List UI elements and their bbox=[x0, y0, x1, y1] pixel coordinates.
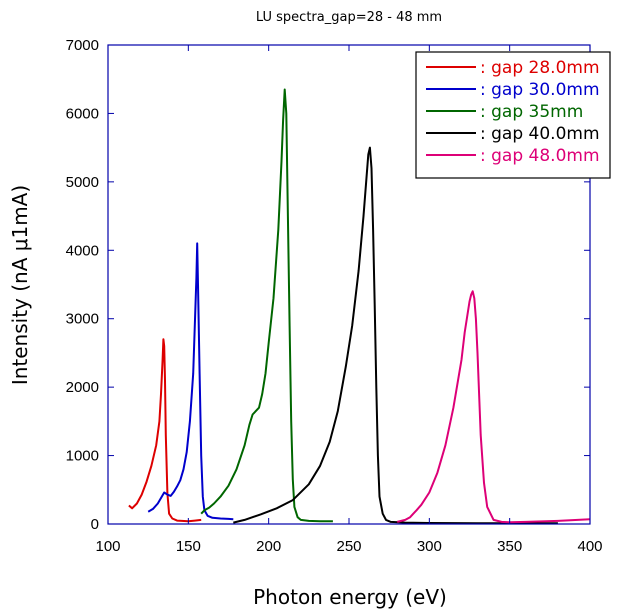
series-line-3 bbox=[233, 146, 558, 525]
plot-lines bbox=[128, 88, 591, 525]
x-axis-label: Photon energy (eV) bbox=[253, 585, 447, 609]
series-line-4 bbox=[396, 290, 591, 524]
y-tick-label: 4000 bbox=[66, 242, 99, 259]
y-tick-label: 5000 bbox=[66, 174, 99, 191]
legend-label: : gap 48.0mm bbox=[480, 146, 600, 166]
x-tick-label: 300 bbox=[417, 538, 442, 555]
x-tick-label: 250 bbox=[336, 538, 361, 555]
y-tick-label: 1000 bbox=[66, 448, 99, 465]
legend-label: : gap 35mm bbox=[480, 102, 583, 122]
series-line-0 bbox=[128, 338, 202, 523]
y-tick-label: 2000 bbox=[66, 379, 99, 396]
legend-box bbox=[415, 51, 611, 179]
x-tick-label: 150 bbox=[176, 538, 201, 555]
legend: : gap 28.0mm: gap 30.0mm: gap 35mm: gap … bbox=[415, 51, 611, 179]
x-tick-label: 350 bbox=[497, 538, 522, 555]
x-axis-ticks: 100 150 200 250 300 350 400 bbox=[95, 45, 603, 555]
x-tick-label: 400 bbox=[577, 538, 602, 555]
series-line-2 bbox=[200, 88, 333, 523]
legend-label: : gap 28.0mm bbox=[480, 58, 600, 78]
y-tick-label: 3000 bbox=[66, 311, 99, 328]
y-tick-label: 7000 bbox=[66, 37, 99, 54]
y-axis-ticks: 0 1000 2000 3000 4000 5000 6000 7000 bbox=[66, 37, 590, 533]
x-tick-label: 100 bbox=[95, 538, 120, 555]
y-axis-label: Intensity (nA μ1mA) bbox=[8, 185, 32, 385]
series-line-1 bbox=[147, 242, 234, 521]
y-tick-label: 0 bbox=[91, 516, 99, 533]
legend-label: : gap 30.0mm bbox=[480, 80, 600, 100]
legend-label: : gap 40.0mm bbox=[480, 124, 600, 144]
y-tick-label: 6000 bbox=[66, 105, 99, 122]
chart-title: LU spectra_gap=28 - 48 mm bbox=[256, 10, 442, 25]
x-tick-label: 200 bbox=[256, 538, 281, 555]
